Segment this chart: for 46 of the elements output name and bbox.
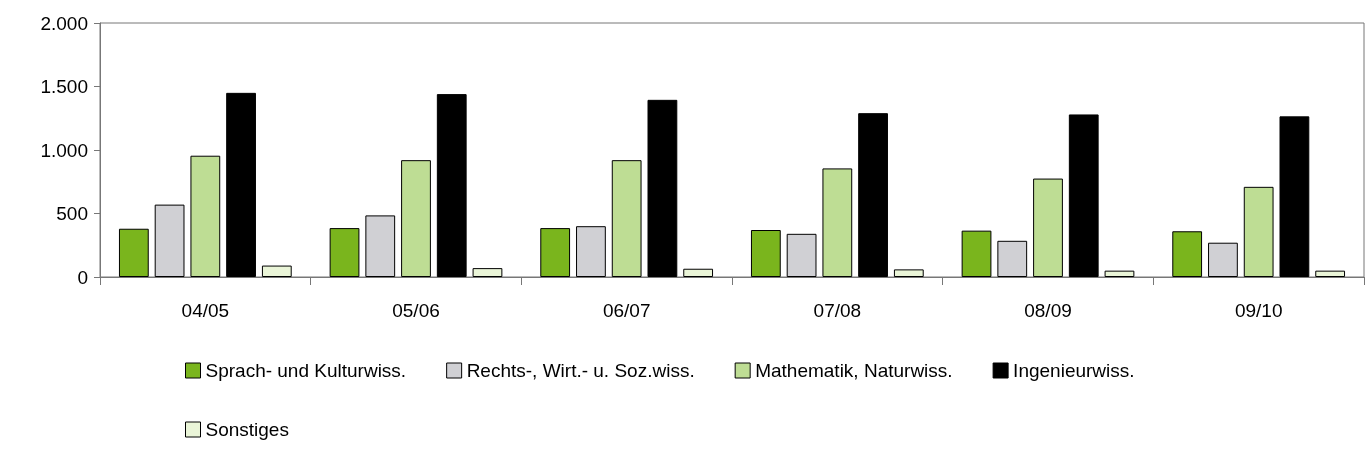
bar — [401, 160, 431, 277]
x-tick-label: 09/10 — [1234, 300, 1283, 321]
bar — [540, 228, 571, 277]
bar — [1208, 242, 1238, 277]
bar — [683, 268, 714, 277]
y-tick-label: 2.000 — [40, 12, 88, 34]
x-tick-label: 05/06 — [392, 300, 440, 321]
x-tick-label: 04/05 — [181, 300, 230, 321]
bar — [997, 240, 1028, 277]
bar — [576, 226, 606, 277]
bar — [1068, 114, 1099, 277]
bar — [154, 204, 185, 277]
x-tick-label: 06/07 — [602, 300, 651, 321]
legend-label: Ingenieurwiss. — [1013, 360, 1135, 381]
bar — [436, 94, 467, 277]
bar — [190, 155, 221, 277]
bar — [118, 228, 149, 277]
y-tick-label: 1.500 — [40, 76, 88, 97]
bar — [329, 228, 360, 277]
bar — [858, 113, 888, 277]
bar — [1104, 270, 1135, 277]
bar — [226, 92, 256, 277]
bar — [1172, 231, 1203, 277]
bar — [961, 230, 992, 277]
legend-label: Rechts-, Wirt.- u. Soz.wiss. — [466, 360, 695, 381]
bar — [365, 215, 396, 277]
bar — [1279, 116, 1310, 277]
bar — [611, 160, 642, 277]
y-tick-label: 0 — [77, 266, 88, 288]
bar — [822, 168, 853, 277]
legend-label: Sonstiges — [205, 419, 289, 440]
x-tick-label: 07/08 — [813, 300, 862, 321]
bar — [1315, 270, 1346, 277]
y-tick-label: 500 — [56, 203, 88, 224]
x-tick-label: 08/09 — [1024, 300, 1072, 321]
bar — [647, 99, 678, 277]
bar — [893, 269, 924, 277]
bar — [786, 233, 817, 277]
legend-label: Mathematik, Naturwiss. — [755, 360, 953, 381]
bar — [1243, 186, 1274, 277]
bar — [472, 268, 503, 277]
legend-label: Sprach- und Kulturwiss. — [205, 360, 407, 381]
bar — [261, 265, 292, 277]
y-tick-label: 1.000 — [40, 139, 88, 161]
bar — [750, 230, 781, 277]
bar — [1033, 178, 1063, 277]
